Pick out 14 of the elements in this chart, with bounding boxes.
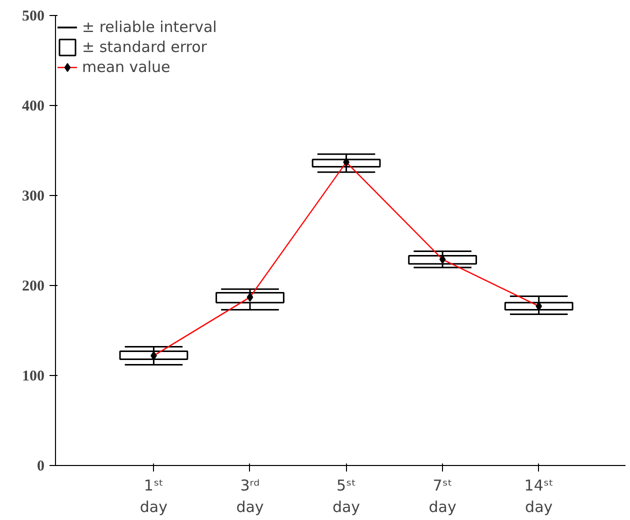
y-tick-label: 0	[37, 458, 44, 474]
y-tick-label: 100	[22, 368, 44, 384]
x-tick-label: 1ˢᵗ day	[140, 476, 168, 516]
y-tick-label: 200	[22, 278, 44, 294]
y-tick-label: 500	[22, 8, 44, 24]
legend-label: mean value	[82, 57, 170, 77]
y-tick-label: 400	[22, 98, 44, 114]
x-tick-label: 5ˢᵗ day	[332, 476, 360, 516]
annotation: ± reliable interval	[82, 17, 217, 37]
x-tick-label: 7ˢᵗ day	[428, 476, 456, 516]
x-tick-label: 14ˢᵗ day	[524, 476, 554, 516]
legend-label: ± standard error	[82, 37, 207, 57]
x-tick-label: 3ʳᵈ day	[236, 476, 264, 516]
y-tick-label: 300	[22, 188, 44, 204]
